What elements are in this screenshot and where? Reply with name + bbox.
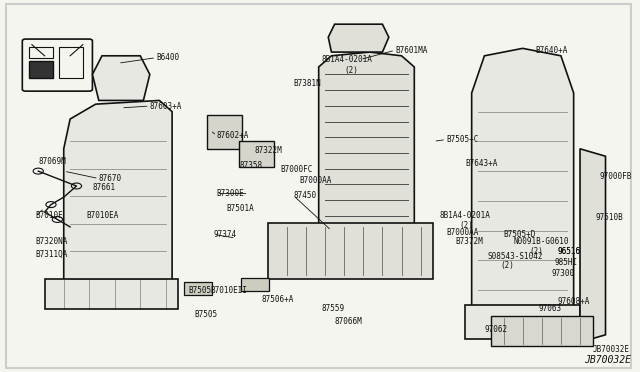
Text: 87603+A: 87603+A: [150, 102, 182, 110]
Text: 97510B: 97510B: [596, 213, 624, 222]
Text: 87670: 87670: [99, 174, 122, 183]
Text: B6400: B6400: [156, 53, 179, 62]
FancyBboxPatch shape: [184, 282, 212, 295]
Text: 8B1A4-0201A: 8B1A4-0201A: [440, 211, 491, 220]
Text: 87450: 87450: [293, 191, 316, 200]
Text: JB70032E: JB70032E: [593, 345, 630, 354]
Text: B7640+A: B7640+A: [536, 46, 568, 55]
Text: 97608+A: 97608+A: [557, 297, 590, 306]
Polygon shape: [239, 141, 274, 167]
Text: 87322M: 87322M: [255, 146, 283, 155]
Text: 87066M: 87066M: [335, 317, 362, 326]
Text: B7000AA: B7000AA: [446, 228, 479, 237]
Text: 97374: 97374: [214, 230, 237, 239]
Text: B7505+D: B7505+D: [504, 230, 536, 239]
Text: 87602+A: 87602+A: [217, 131, 249, 140]
Text: B7381N: B7381N: [293, 79, 321, 88]
Polygon shape: [472, 48, 573, 309]
Text: B7501A: B7501A: [227, 204, 254, 213]
Text: 96516: 96516: [557, 247, 581, 256]
Text: 87069M: 87069M: [38, 157, 66, 166]
Text: 985HI: 985HI: [554, 258, 578, 267]
Text: 97000FB: 97000FB: [599, 172, 632, 181]
Text: 8B1A4-0201A: 8B1A4-0201A: [322, 55, 372, 64]
Polygon shape: [328, 24, 389, 52]
Text: 87506+A: 87506+A: [261, 295, 294, 304]
Text: (2): (2): [344, 66, 358, 75]
Polygon shape: [92, 56, 150, 100]
Text: B7010EA: B7010EA: [86, 211, 118, 219]
Polygon shape: [207, 115, 242, 149]
Text: (2): (2): [459, 221, 473, 230]
Text: B7311QA: B7311QA: [35, 250, 67, 259]
Text: B7010E: B7010E: [35, 211, 63, 220]
Polygon shape: [319, 52, 414, 231]
Text: B7010EII: B7010EII: [211, 286, 247, 295]
Text: 97062: 97062: [484, 325, 508, 334]
Text: (2): (2): [529, 247, 543, 256]
Polygon shape: [465, 305, 580, 339]
Text: B7505: B7505: [188, 286, 211, 295]
Polygon shape: [64, 100, 172, 305]
Text: B7372M: B7372M: [456, 237, 483, 246]
Text: B7505: B7505: [195, 310, 218, 319]
Text: B7505+C: B7505+C: [446, 135, 479, 144]
Text: (2): (2): [500, 262, 514, 270]
FancyBboxPatch shape: [29, 61, 53, 78]
Text: 87358: 87358: [239, 161, 262, 170]
Text: S08543-S1042: S08543-S1042: [488, 252, 543, 261]
Polygon shape: [491, 316, 593, 346]
Text: B7000AA: B7000AA: [300, 176, 332, 185]
Text: B7643+A: B7643+A: [465, 159, 498, 168]
Text: B7000FC: B7000FC: [280, 165, 313, 174]
Text: JB70032E: JB70032E: [584, 355, 631, 365]
Polygon shape: [580, 149, 605, 342]
Text: N0091B-G0610: N0091B-G0610: [513, 237, 568, 246]
Text: B7601MA: B7601MA: [395, 46, 428, 55]
Text: 87661: 87661: [92, 183, 116, 192]
Text: B7300E: B7300E: [217, 189, 244, 198]
FancyBboxPatch shape: [241, 278, 269, 291]
Polygon shape: [45, 279, 179, 309]
Text: 96516: 96516: [557, 247, 581, 256]
Text: 87559: 87559: [322, 304, 345, 313]
FancyBboxPatch shape: [6, 4, 631, 368]
Polygon shape: [268, 223, 433, 279]
Text: 97300: 97300: [551, 269, 575, 278]
Text: 97063: 97063: [539, 304, 562, 313]
Text: B7320NA: B7320NA: [35, 237, 67, 246]
